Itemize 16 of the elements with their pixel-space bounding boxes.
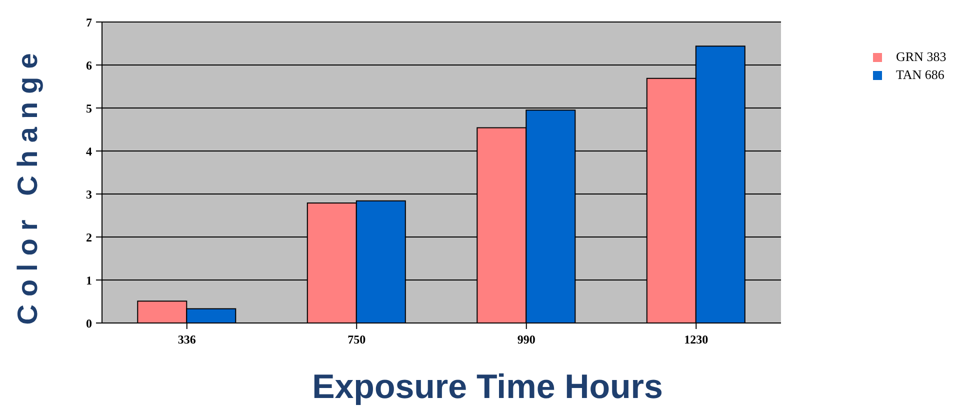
y-tick-label: 1 [86,273,92,288]
legend-label: GRN 383 [896,49,946,64]
y-tick-label: 3 [86,187,92,202]
x-axis-title: Exposure Time Hours [311,368,664,407]
x-tick-label: 750 [348,332,366,347]
y-tick-label: 6 [86,58,92,72]
legend-label: TAN 686 [896,67,944,82]
y-tick-label: 7 [86,15,92,30]
x-tick-label: 336 [178,332,196,347]
y-tick-label: 4 [86,144,92,158]
x-tick-label: 990 [517,332,536,347]
y-tick-label: 2 [86,230,92,244]
x-tick-label: 1230 [684,332,708,347]
y-tick-label: 5 [86,101,92,116]
y-axis-title: Color Change [12,45,44,325]
y-tick-label: 0 [86,316,92,330]
